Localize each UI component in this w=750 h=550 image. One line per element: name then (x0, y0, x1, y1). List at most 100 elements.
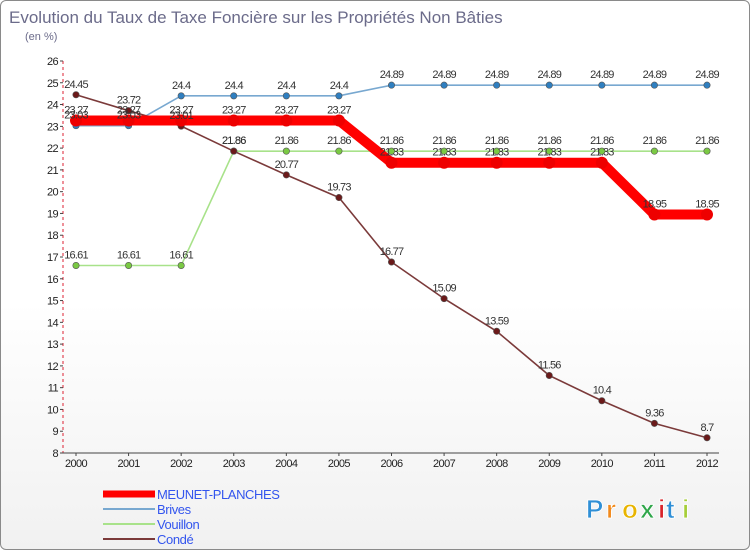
data-point (125, 107, 133, 115)
data-label: 21.86 (537, 135, 561, 147)
legend-label: Vouillon (157, 517, 200, 532)
data-point (543, 156, 556, 169)
data-label: 21.86 (643, 135, 667, 147)
data-label: 24.4 (330, 80, 349, 92)
data-label: 23.27 (327, 104, 351, 116)
data-point (545, 371, 553, 379)
logo-letter: r (606, 494, 616, 524)
data-label: 24.89 (432, 69, 456, 81)
data-label: 24.89 (643, 69, 667, 81)
data-point (72, 261, 80, 269)
data-label: 24.89 (485, 69, 509, 81)
data-label: 21.86 (590, 135, 614, 147)
data-point (701, 208, 713, 221)
data-point (335, 147, 343, 155)
data-point (72, 91, 80, 99)
x-tick-label: 2003 (223, 458, 246, 470)
data-point (648, 208, 661, 221)
data-label: 16.77 (380, 246, 404, 258)
data-labels: 23.27 23.27 23.27 23.27 23.27 23.27 21.33 21.33… (64, 69, 720, 434)
data-label: 23.03 (117, 110, 141, 122)
data-point (282, 92, 290, 100)
data-point (440, 295, 448, 303)
data-point (440, 147, 448, 155)
data-label: 13.59 (485, 315, 509, 327)
data-point (122, 114, 135, 127)
chart-title: Evolution du Taux de Taxe Foncière sur l… (9, 8, 503, 27)
data-label: 21.33 (537, 147, 561, 159)
logo-letter: i (658, 494, 665, 524)
logo-letter: o (622, 494, 638, 524)
data-label: 21.86 (432, 135, 456, 147)
data-point (598, 397, 606, 405)
data-label: 18.95 (643, 199, 667, 211)
data-point (493, 81, 501, 89)
y-tick-label: 22 (47, 143, 59, 155)
data-point (280, 114, 293, 127)
data-point (175, 114, 188, 127)
data-label: 24.89 (590, 69, 614, 81)
data-point (385, 156, 398, 169)
data-point (125, 261, 133, 269)
data-label: 11.56 (538, 359, 561, 371)
data-label: 21.33 (432, 147, 456, 159)
data-label: 23.27 (169, 104, 193, 116)
logo-letter: P (586, 494, 603, 524)
data-label: 23.27 (275, 104, 299, 116)
y-tick-label: 25 (47, 78, 59, 90)
logo-letter: t (666, 494, 675, 524)
data-point (493, 327, 501, 335)
y-tick-label: 14 (47, 317, 59, 329)
data-label: 21.33 (590, 147, 614, 159)
x-tick-label: 2010 (591, 458, 614, 470)
data-label: 8.7 (701, 422, 715, 434)
data-point (177, 261, 185, 269)
x-tick-label: 2011 (644, 458, 666, 470)
data-label: 15.09 (432, 283, 456, 295)
data-point (227, 114, 240, 127)
data-point (703, 147, 711, 155)
y-tick-label: 16 (47, 274, 59, 286)
data-point (493, 147, 501, 155)
y-tick-label: 17 (47, 252, 59, 264)
x-tick-label: 2006 (380, 458, 403, 470)
x-tick-label: 2000 (65, 458, 88, 470)
data-label: 16.61 (64, 249, 88, 261)
y-tick-label: 19 (47, 208, 59, 220)
data-label: 21.86 (222, 135, 246, 147)
axes: 8 9 10 11 12 13 14 15 16 17 18 19 20 21 22 23 24 25 26 2000… (47, 56, 719, 470)
data-label: 23.72 (117, 95, 141, 107)
data-label: 21.86 (327, 135, 351, 147)
y-tick-label: 15 (47, 296, 59, 308)
data-point (230, 147, 238, 155)
data-point (335, 194, 343, 202)
data-label: 20.77 (275, 159, 299, 171)
x-tick-label: 2001 (118, 458, 141, 470)
data-label: 19.73 (327, 182, 351, 194)
data-label: 10.4 (593, 385, 612, 397)
data-label: 24.89 (380, 69, 404, 81)
x-tick-label: 2012 (696, 458, 719, 470)
data-point (490, 156, 503, 169)
x-tick-label: 2007 (433, 458, 456, 470)
y-tick-label: 23 (47, 121, 59, 133)
legend-label: Brives (157, 502, 192, 517)
y-tick-label: 13 (47, 339, 59, 351)
data-label: 21.86 (380, 135, 404, 147)
y-tick-label: 10 (47, 404, 59, 416)
y-tick-label: 21 (47, 165, 59, 177)
data-point (650, 419, 658, 427)
chart-subtitle: (en %) (25, 31, 57, 43)
data-point (387, 258, 395, 266)
data-point (438, 156, 451, 169)
data-point (387, 81, 395, 89)
data-point (545, 81, 553, 89)
data-label: 24.89 (537, 69, 561, 81)
data-label: 21.86 (222, 135, 246, 147)
data-point (703, 434, 711, 442)
data-label: 24.89 (695, 69, 719, 81)
data-point (230, 92, 238, 100)
y-tick-label: 11 (48, 383, 59, 395)
